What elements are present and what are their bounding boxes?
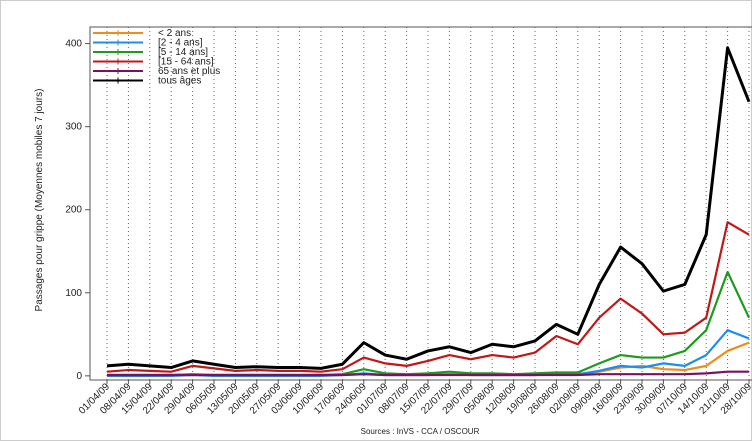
series-line (106, 221, 750, 373)
y-tick-label: 100 (65, 288, 82, 299)
plot-area (89, 26, 752, 381)
y-axis-label: Passages pour grippe (Moyennes mobiles 7… (34, 89, 45, 312)
y-tick-label: 300 (65, 122, 82, 133)
source: Sources : InVS - CCA / OSCOUR (361, 427, 480, 436)
series-line (106, 46, 751, 370)
y-tick-label: 400 (65, 39, 82, 50)
legend-label: [5 - 14 ans] (158, 47, 208, 58)
y-tick-label: 0 (76, 371, 82, 382)
legend-label: [2 - 4 ans] (158, 38, 203, 49)
y-tick-label: 200 (65, 205, 82, 216)
legend-label: < 2 ans (158, 28, 191, 39)
series-line (107, 370, 749, 377)
legend-label: [15 - 64 ans] (158, 57, 214, 68)
legend-label: tous âges (158, 76, 201, 87)
legend-label: 65 ans et plus (158, 66, 220, 77)
